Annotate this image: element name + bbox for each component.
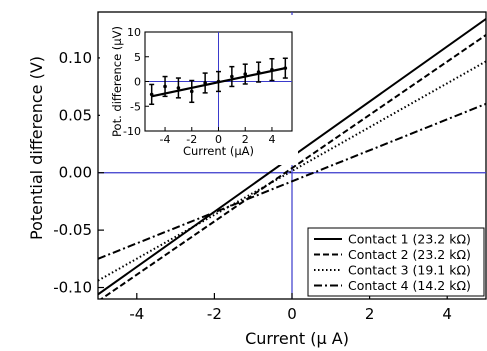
inset-x-tick-label: 4 bbox=[268, 133, 275, 146]
legend-label-contact-3: Contact 3 (19.1 kΩ) bbox=[348, 263, 471, 278]
inset-x-axis-label: Current (μA) bbox=[183, 144, 254, 158]
main-plot-area: -4 -2 0 2 4 -0.10 -0.05 0.00 0.05 0.10 bbox=[53, 11, 487, 323]
inset-data-point bbox=[163, 84, 167, 89]
inset-data-point bbox=[230, 74, 234, 79]
inset-data-point bbox=[189, 89, 194, 94]
x-tick-label: -2 bbox=[207, 305, 222, 323]
y-tick-label: -0.05 bbox=[53, 221, 92, 239]
x-axis-label: Current (μ A) bbox=[245, 329, 349, 348]
x-tick-label: 0 bbox=[287, 305, 297, 323]
y-tick-label: 0.00 bbox=[59, 164, 92, 182]
inset-data-point bbox=[283, 66, 288, 70]
inset-y-tick-label: 5 bbox=[134, 51, 141, 64]
y-tick-label: 0.10 bbox=[59, 49, 92, 67]
legend-label-contact-1: Contact 1 (23.2 kΩ) bbox=[348, 232, 471, 247]
inset-data-point bbox=[203, 81, 207, 85]
y-tick-label: 0.05 bbox=[59, 106, 92, 124]
legend-label-contact-4: Contact 4 (14.2 kΩ) bbox=[348, 278, 471, 293]
series-line-contact-2 bbox=[99, 34, 486, 299]
inset-plot: -4 -2 0 2 4 -10 -5 0 5 10 Current (μA) Pot. differe… bbox=[100, 15, 298, 165]
x-tick-label: -4 bbox=[129, 305, 144, 323]
x-tick-label: 2 bbox=[365, 305, 375, 323]
legend-label-contact-2: Contact 2 (23.2 kΩ) bbox=[348, 247, 471, 262]
series-line-contact-4 bbox=[98, 102, 486, 260]
inset-y-tick-label: 0 bbox=[134, 76, 141, 89]
inset-x-tick-label: -4 bbox=[160, 133, 171, 146]
inset-y-tick-label: -5 bbox=[130, 100, 141, 113]
inset-x-tick-label: -2 bbox=[186, 133, 197, 146]
inset-data-point bbox=[149, 92, 154, 97]
inset-x-tick-label: 0 bbox=[215, 133, 222, 146]
inset-data-point bbox=[216, 79, 221, 84]
inset-y-tick-label: 10 bbox=[127, 26, 141, 39]
inset-data-point bbox=[243, 72, 248, 76]
inset-y-axis-label: Pot. difference (μV) bbox=[110, 26, 124, 137]
inset-y-tick-label: -10 bbox=[123, 125, 141, 138]
inset-data-point bbox=[176, 86, 181, 90]
inset-data-point bbox=[256, 70, 261, 74]
legend: Contact 1 (23.2 kΩ)Contact 2 (23.2 kΩ)Co… bbox=[307, 227, 485, 297]
x-tick-label: 4 bbox=[442, 305, 452, 323]
y-axis-label: Potential difference (V) bbox=[27, 56, 46, 240]
y-tick-label: -0.10 bbox=[53, 279, 92, 297]
inset-data-point bbox=[270, 67, 274, 72]
inset-background bbox=[100, 15, 298, 165]
inset-x-tick-label: 2 bbox=[242, 133, 249, 146]
